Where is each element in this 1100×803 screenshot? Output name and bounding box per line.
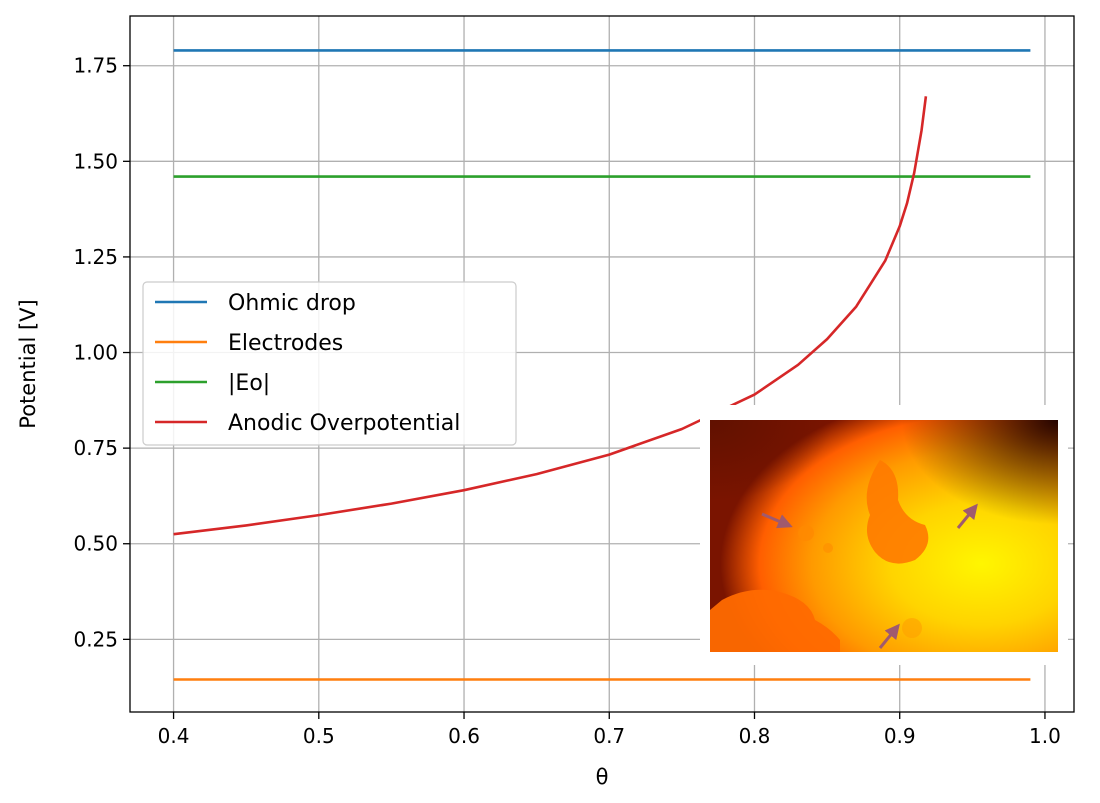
legend-label: Electrodes	[228, 331, 343, 356]
y-tick-label: 1.50	[73, 149, 118, 173]
y-tick-label: 0.50	[73, 532, 118, 556]
legend-label: |Eo|	[228, 371, 270, 396]
x-axis: 0.4 0.5 0.6 0.7 0.8 0.9 1.0	[158, 712, 1061, 748]
y-axis-label: Potential [V]	[16, 299, 40, 428]
x-axis-label: θ	[596, 765, 609, 789]
x-tick-label: 0.9	[884, 724, 916, 748]
legend-label: Ohmic drop	[228, 291, 356, 316]
series-layer	[173, 49, 1031, 681]
y-tick-label: 1.00	[73, 341, 118, 365]
legend-label: Anodic Overpotential	[228, 411, 460, 436]
x-tick-label: 0.4	[158, 724, 190, 748]
x-tick-label: 0.5	[303, 724, 335, 748]
y-tick-label: 0.25	[73, 627, 118, 651]
y-tick-label: 1.25	[73, 245, 118, 269]
y-tick-label: 0.75	[73, 436, 118, 460]
series-line-3	[173, 96, 928, 536]
x-tick-label: 0.6	[448, 724, 480, 748]
legend-frame	[142, 281, 517, 446]
legend: Ohmic drop Electrodes |Eo| Anodic Overpoten…	[142, 281, 517, 446]
x-tick-label: 0.7	[593, 724, 625, 748]
x-tick-label: 0.8	[739, 724, 771, 748]
y-tick-label: 1.75	[73, 54, 118, 78]
y-axis: 0.25 0.50 0.75 1.00 1.25 1.50 1.75	[73, 54, 130, 651]
plot-frame	[129, 15, 1075, 713]
x-tick-label: 1.0	[1029, 724, 1061, 748]
inset-image	[700, 405, 1068, 665]
